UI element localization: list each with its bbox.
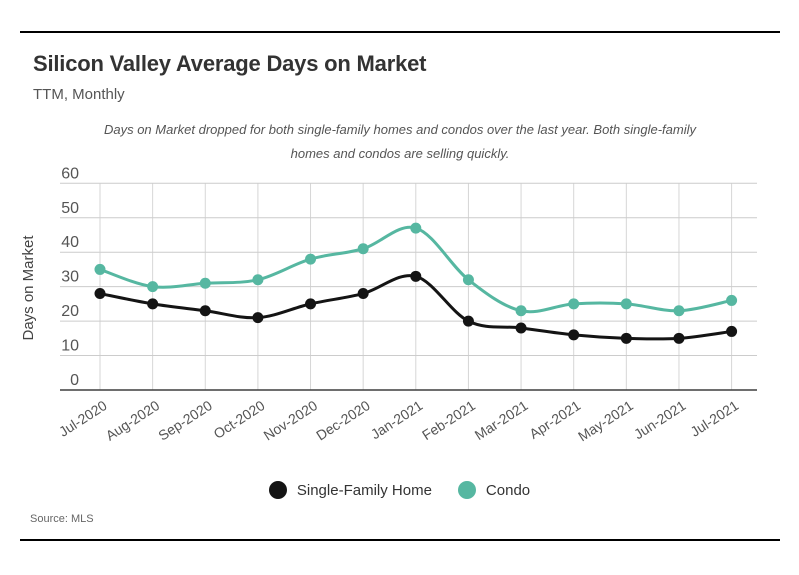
- x-tick-label: Dec-2020: [313, 397, 373, 444]
- x-tick-label: Nov-2020: [261, 397, 321, 444]
- condo-dot-icon: [457, 481, 476, 499]
- y-tick-label: 20: [61, 303, 79, 320]
- data-point-condo: [357, 243, 369, 255]
- data-point-single-family-home: [305, 298, 317, 310]
- y-tick-label: 50: [61, 200, 79, 217]
- x-tick-label: Apr-2021: [526, 397, 583, 442]
- data-point-single-family-home: [726, 325, 738, 337]
- data-point-condo: [305, 253, 317, 265]
- x-tick-label: Sep-2020: [155, 397, 215, 444]
- data-point-condo: [462, 274, 474, 286]
- y-tick-label: 60: [61, 165, 79, 182]
- chart-annotation: Days on Market dropped for both single-f…: [10, 118, 790, 165]
- data-point-condo: [94, 263, 106, 275]
- x-tick-label: Jun-2021: [631, 397, 689, 442]
- chart-subtitle: TTM, Monthly: [33, 86, 125, 103]
- data-point-condo: [673, 305, 685, 317]
- top-rule: [20, 31, 780, 33]
- x-tick-label: Mar-2021: [472, 397, 531, 443]
- x-tick-label: May-2021: [575, 397, 636, 444]
- chart-title: Silicon Valley Average Days on Market: [33, 51, 427, 76]
- x-tick-label: Oct-2020: [211, 397, 268, 442]
- legend: Single-Family Home Condo: [0, 481, 799, 499]
- data-point-condo: [199, 277, 211, 289]
- x-tick-label: Jul-2021: [687, 397, 741, 440]
- legend-item-single-family-home: Single-Family Home: [268, 481, 432, 499]
- data-point-single-family-home: [462, 315, 474, 327]
- legend-label-condo: Condo: [485, 481, 531, 499]
- data-point-single-family-home: [199, 305, 211, 317]
- source-note: Source: MLS: [30, 513, 94, 525]
- line-chart-canvas: 0 10 20 30 40 50 60 Jul-2020Aug-2020Sep-2020Oct…: [20, 165, 757, 444]
- data-point-condo: [515, 305, 527, 317]
- data-point-condo: [568, 298, 580, 310]
- data-point-condo: [252, 274, 264, 286]
- y-tick-label: 30: [61, 269, 79, 286]
- data-point-single-family-home: [252, 312, 264, 324]
- data-point-single-family-home: [94, 288, 106, 300]
- x-tick-label: Jul-2020: [56, 397, 110, 440]
- data-point-condo: [410, 222, 422, 234]
- data-point-single-family-home: [515, 322, 527, 334]
- data-point-single-family-home: [147, 298, 159, 310]
- y-tick-label: 40: [61, 234, 79, 251]
- legend-item-condo: Condo: [457, 481, 531, 499]
- legend-label-single-family-home: Single-Family Home: [296, 481, 432, 499]
- y-tick-label: 10: [61, 338, 79, 355]
- data-point-single-family-home: [357, 288, 369, 300]
- annotation-line-2: homes and condos are selling quickly.: [290, 145, 510, 161]
- data-point-single-family-home: [620, 332, 632, 344]
- x-tick-label: Aug-2020: [103, 397, 163, 444]
- data-point-condo: [620, 298, 632, 310]
- data-point-single-family-home: [410, 270, 422, 282]
- x-tick-label: Feb-2021: [419, 397, 478, 443]
- data-point-condo: [147, 281, 159, 293]
- y-axis-title: Days on Market: [20, 235, 37, 341]
- bottom-rule: [20, 539, 780, 541]
- data-point-condo: [726, 294, 738, 306]
- x-tick-label: Jan-2021: [368, 397, 426, 442]
- annotation-line-1: Days on Market dropped for both single-f…: [103, 122, 697, 137]
- single-family-home-dot-icon: [268, 481, 287, 499]
- data-point-single-family-home: [568, 329, 580, 341]
- y-tick-label: 0: [70, 372, 79, 389]
- data-point-single-family-home: [673, 332, 685, 344]
